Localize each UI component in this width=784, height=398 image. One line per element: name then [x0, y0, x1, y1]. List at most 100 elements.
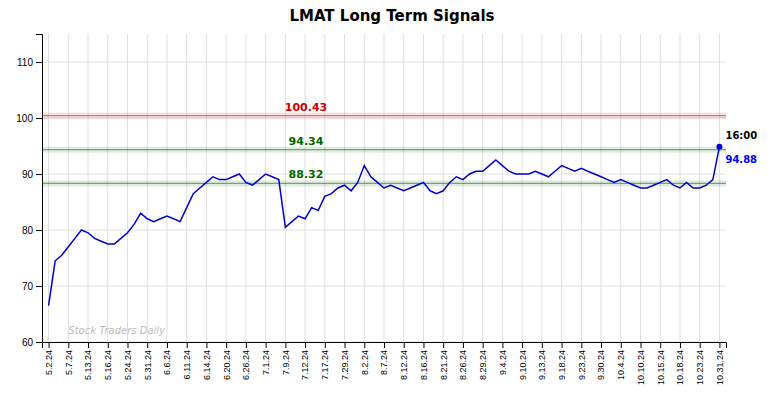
x-tick-label: 9.4.24 — [498, 350, 508, 375]
x-tick-label: 6.14.24 — [202, 350, 212, 380]
x-tick-label: 8.29.24 — [478, 350, 488, 380]
watermark: Stock Traders Daily — [68, 325, 166, 336]
grid-line — [186, 34, 187, 342]
last-point-label: 16:00 — [725, 130, 757, 141]
x-tick-mark — [660, 342, 661, 348]
y-tick-mark — [36, 62, 42, 63]
y-axis-line — [36, 35, 43, 343]
x-tick: 10.4.24 — [616, 342, 626, 380]
y-tick: 90 — [22, 169, 42, 180]
x-tick: 8.16.24 — [419, 342, 429, 380]
reference-line — [42, 149, 726, 150]
y-tick-label: 60 — [22, 337, 34, 348]
x-tick-label: 9.10.24 — [517, 350, 527, 380]
plot-area — [42, 113, 726, 306]
grid-line — [403, 34, 404, 342]
x-tick-label: 7.9.24 — [281, 350, 291, 375]
x-axis-line — [43, 343, 727, 349]
x-tick-mark — [325, 342, 326, 348]
x-tick-label: 8.2.24 — [360, 350, 370, 375]
x-tick-mark — [68, 342, 69, 348]
x-tick-label: 8.7.24 — [379, 350, 389, 375]
x-tick: 7.17.24 — [320, 342, 330, 380]
grid-line — [561, 34, 562, 342]
x-tick-mark — [700, 342, 701, 348]
grid — [42, 34, 726, 342]
grid-line — [245, 34, 246, 342]
grid-line — [620, 34, 621, 342]
y-tick-mark — [36, 342, 42, 343]
x-tick-label: 7.1.24 — [261, 350, 271, 375]
grid-line — [48, 34, 49, 342]
x-tick-label: 10.10.24 — [636, 350, 646, 385]
x-tick-mark — [187, 342, 188, 348]
x-tick-label: 8.26.24 — [458, 350, 468, 380]
grid-line — [285, 34, 286, 342]
grid-line — [324, 34, 325, 342]
x-tick-mark — [621, 342, 622, 348]
grid-line — [107, 34, 108, 342]
price-line — [49, 147, 720, 306]
x-tick-mark — [483, 342, 484, 348]
y-axis: 60708090100110 — [16, 35, 42, 348]
x-tick: 7.9.24 — [281, 342, 291, 375]
x-tick: 5.24.24 — [123, 342, 133, 380]
x-tick-mark — [641, 342, 642, 348]
grid-line — [660, 34, 661, 342]
x-tick-mark — [305, 342, 306, 348]
annotations: 100.4394.3488.3216:0094.88Stock Traders … — [68, 101, 757, 336]
x-tick: 6.11.24 — [182, 342, 192, 379]
x-tick-label: 5.31.24 — [143, 350, 153, 380]
grid-line — [265, 34, 266, 342]
grid-line — [541, 34, 542, 342]
y-tick-label: 100 — [16, 113, 33, 124]
chart-svg: LMAT Long Term Signals607080901001105.2.… — [0, 0, 784, 398]
x-tick: 10.23.24 — [695, 342, 705, 385]
grid-line — [443, 34, 444, 342]
grid-line — [482, 34, 483, 342]
x-tick: 8.26.24 — [458, 342, 468, 380]
x-tick-label: 8.16.24 — [419, 350, 429, 380]
grid-line — [423, 34, 424, 342]
x-tick: 7.1.24 — [261, 342, 271, 375]
x-tick-label: 5.24.24 — [123, 350, 133, 380]
x-tick-mark — [285, 342, 286, 348]
title: LMAT Long Term Signals — [289, 7, 494, 25]
x-tick: 6.14.24 — [202, 342, 212, 380]
last-point — [716, 144, 722, 150]
x-tick: 8.7.24 — [379, 342, 389, 375]
reference-label: 94.34 — [289, 135, 324, 148]
x-tick-label: 10.18.24 — [675, 350, 685, 385]
x-tick-mark — [719, 342, 720, 348]
x-tick-mark — [108, 342, 109, 348]
x-tick-label: 6.20.24 — [222, 350, 232, 380]
x-tick-mark — [206, 342, 207, 348]
x-tick-mark — [364, 342, 365, 348]
grid-line — [581, 34, 582, 342]
x-tick-mark — [463, 342, 464, 348]
x-tick: 10.31.24 — [715, 342, 725, 385]
y-tick-mark — [36, 230, 42, 231]
x-tick: 7.29.24 — [340, 342, 350, 380]
grid-line — [147, 34, 148, 342]
x-tick-mark — [88, 342, 89, 348]
y-tick-label: 90 — [22, 169, 34, 180]
x-tick: 7.12.24 — [300, 342, 310, 380]
x-tick: 9.18.24 — [557, 342, 567, 380]
x-tick: 10.18.24 — [675, 342, 685, 385]
grid-line — [305, 34, 306, 342]
x-tick-label: 10.23.24 — [695, 350, 705, 385]
y-tick-label: 80 — [22, 225, 34, 236]
x-tick-mark — [266, 342, 267, 348]
grid-line — [127, 34, 128, 342]
x-tick-mark — [345, 342, 346, 348]
grid-line — [522, 34, 523, 342]
x-tick: 8.21.24 — [439, 342, 449, 380]
x-tick: 9.4.24 — [498, 342, 508, 375]
x-tick: 9.30.24 — [596, 342, 606, 380]
x-tick: 9.13.24 — [537, 342, 547, 380]
x-tick-label: 6.11.24 — [182, 350, 192, 379]
x-tick-label: 10.15.24 — [656, 350, 666, 385]
x-tick-mark — [522, 342, 523, 348]
x-tick-mark — [147, 342, 148, 348]
